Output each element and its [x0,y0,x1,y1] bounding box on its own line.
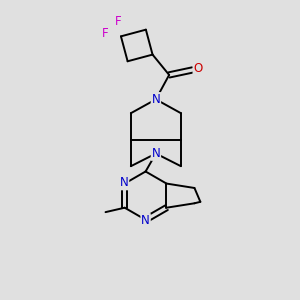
Text: F: F [102,27,109,40]
Text: N: N [141,214,150,227]
Text: O: O [194,62,202,75]
Text: N: N [152,147,160,160]
Text: N: N [152,93,160,106]
Text: F: F [115,14,122,28]
Text: N: N [120,176,128,190]
